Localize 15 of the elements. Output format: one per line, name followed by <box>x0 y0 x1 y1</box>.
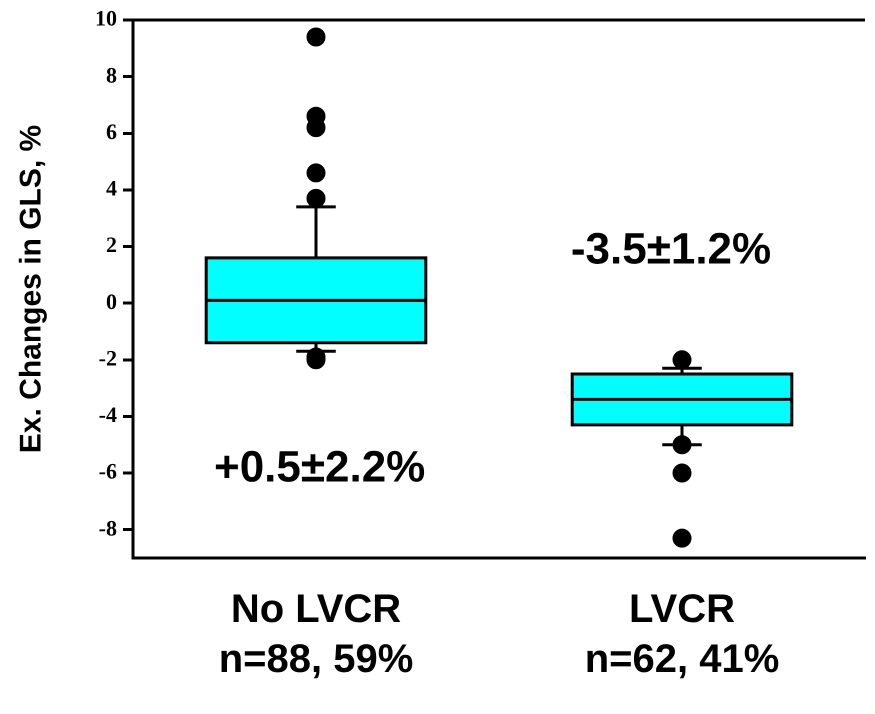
y-tick-label: 10 <box>95 6 117 31</box>
x-tick-label: No LVCR n=88, 59% <box>218 587 414 682</box>
y-tick-label: -4 <box>98 402 117 428</box>
x-tick-label: LVCR n=62, 41% <box>584 587 780 682</box>
annotation: +0.5±2.2% <box>214 442 426 492</box>
y-axis-title: Ex. Changes in GLS, % <box>14 124 48 454</box>
y-tick-label: 2 <box>106 232 117 258</box>
y-tick-label: 8 <box>106 62 117 88</box>
y-tick-label: 0 <box>106 288 117 314</box>
y-tick-label: 4 <box>106 176 117 201</box>
y-tick-label: -8 <box>98 515 117 540</box>
y-tick-label: 6 <box>106 118 117 144</box>
annotation: -3.5±1.2% <box>570 224 772 274</box>
y-tick-label: -6 <box>98 458 117 484</box>
y-tick-label: -2 <box>98 345 117 370</box>
